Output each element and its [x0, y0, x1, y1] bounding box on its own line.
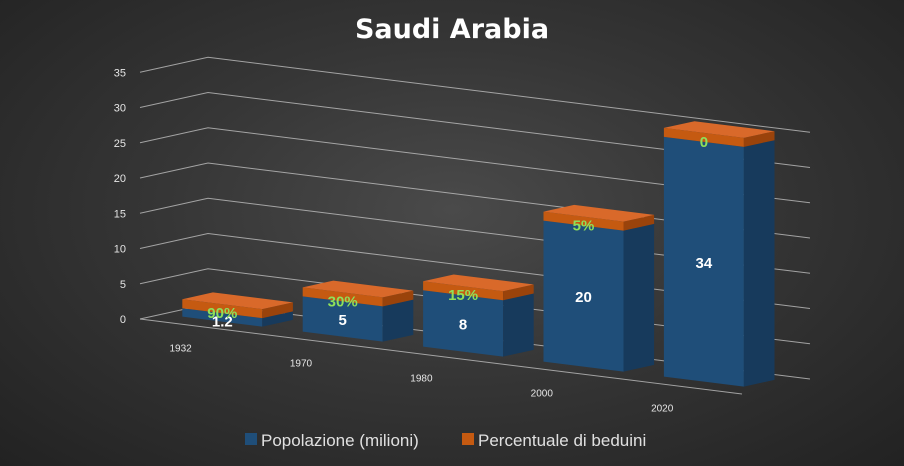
bar-bedouins	[543, 211, 624, 231]
bar-population	[663, 136, 744, 387]
y-tick-label: 25	[114, 138, 126, 150]
x-tick-label: 2000	[531, 389, 554, 400]
y-tick-label: 35	[114, 67, 126, 79]
y-tick-label: 0	[120, 314, 126, 326]
gridline	[139, 127, 811, 204]
bar-bedouins	[423, 281, 504, 301]
bar-top	[302, 280, 414, 298]
bar-top	[182, 292, 293, 310]
bar-bedouins	[663, 127, 744, 147]
bar-population	[182, 308, 263, 327]
legend-label-bedouins: Percentuale di beduini	[478, 431, 646, 450]
data-label-bedouins: 5%	[573, 218, 595, 235]
bar-bedouins-side	[743, 131, 775, 147]
floor-edge	[139, 318, 743, 395]
bar-bedouins-side	[503, 284, 534, 301]
bar-population	[543, 220, 624, 372]
data-label-population: 1.2	[212, 314, 233, 331]
data-label-population: 5	[339, 312, 347, 329]
data-label-bedouins: 90%	[207, 305, 237, 322]
y-tick-label: 5	[120, 279, 126, 291]
legend-label-population: Popolazione (milioni)	[261, 431, 419, 450]
bar-population	[423, 290, 504, 357]
bar-bedouins	[182, 299, 263, 319]
legend: Popolazione (milioni) Percentuale di bed…	[245, 431, 646, 450]
bar-population-side	[262, 311, 293, 327]
bar-population-side	[743, 140, 775, 387]
bar-bedouins-side	[623, 214, 655, 231]
data-label-bedouins: 0	[700, 134, 708, 151]
bar-top	[423, 274, 534, 292]
gridline	[139, 91, 811, 168]
bars-layer	[182, 121, 775, 387]
legend-swatch-population	[245, 433, 257, 445]
y-tick-label: 10	[114, 244, 126, 256]
bar-population	[302, 296, 383, 342]
bar-bedouins-side	[382, 290, 414, 307]
data-label-population: 8	[459, 316, 467, 333]
x-tick-label: 1980	[410, 374, 433, 385]
x-tick-label: 1970	[290, 359, 313, 370]
x-tick-label: 1932	[169, 344, 192, 355]
legend-swatch-bedouins	[462, 433, 474, 445]
bar-bedouins-side	[262, 302, 293, 319]
bar-population-side	[503, 293, 534, 357]
labels-layer: 1932 1.290% 1970 5 30% 1980 8 15% 2000 20 5% 2020 34…	[169, 134, 712, 415]
y-tick-label: 15	[114, 208, 126, 220]
x-tick-label: 2020	[651, 404, 674, 415]
data-label-bedouins: 15%	[448, 287, 478, 304]
bar-top	[543, 204, 655, 222]
bar-population-side	[623, 223, 655, 372]
bar-population-side	[382, 299, 414, 342]
data-label-population: 34	[696, 255, 713, 272]
bar-bedouins	[302, 287, 383, 307]
y-tick-label: 20	[114, 173, 126, 185]
data-label-bedouins: 30%	[328, 293, 358, 310]
data-label-population: 20	[575, 289, 592, 306]
chart-title: Saudi Arabia	[355, 14, 549, 45]
gridline	[139, 56, 811, 133]
bar-top	[663, 121, 775, 138]
y-tick-label: 30	[114, 103, 126, 115]
